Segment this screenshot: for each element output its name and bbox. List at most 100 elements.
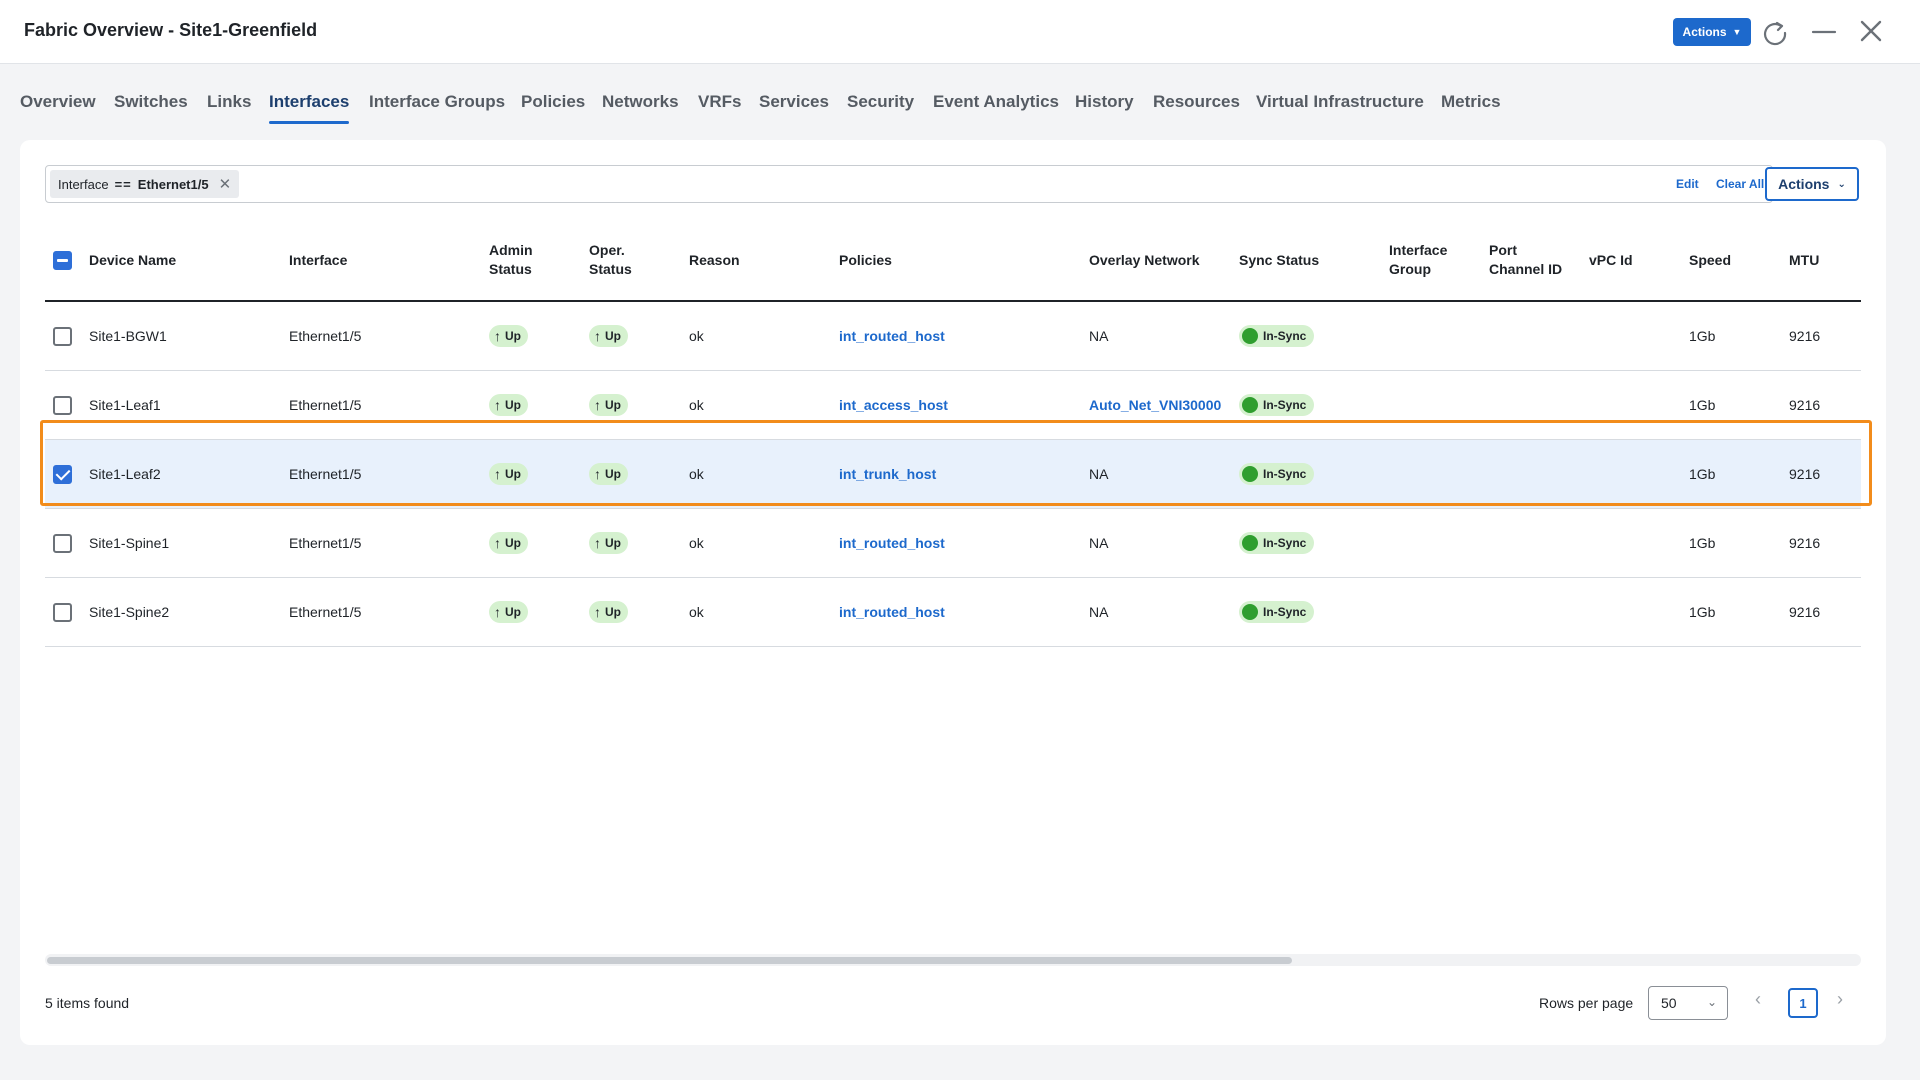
scrollbar-thumb[interactable] (47, 957, 1292, 964)
col-interface[interactable]: Interface (289, 220, 347, 300)
close-icon[interactable]: ✕ (219, 175, 232, 193)
tab-switches[interactable]: Switches (114, 92, 188, 112)
sync-status-label: In-Sync (1263, 398, 1306, 412)
speed-cell: 1Gb (1689, 440, 1715, 508)
table-row[interactable]: Site1-Leaf2 Ethernet1/5 ↑ Up ↑ Up ok int_trunk_… (45, 440, 1861, 509)
tab-overview[interactable]: Overview (20, 92, 96, 112)
row-select-cell (53, 509, 72, 577)
row-select-cell (53, 371, 72, 439)
horizontal-scrollbar[interactable] (45, 954, 1861, 966)
table-row[interactable]: Site1-Spine1 Ethernet1/5 ↑ Up ↑ Up ok int_route… (45, 509, 1861, 578)
table-actions-button[interactable]: Actions ⌄ (1765, 167, 1859, 201)
tab-policies[interactable]: Policies (521, 92, 585, 112)
tab-metrics[interactable]: Metrics (1441, 92, 1501, 112)
oper-status-cell: ↑ Up (589, 578, 628, 646)
sync-status-badge: In-Sync (1239, 532, 1314, 554)
col-policies[interactable]: Policies (839, 220, 892, 300)
device-name-cell: Site1-Spine1 (89, 509, 169, 577)
oper-status-label: Up (605, 398, 621, 412)
filter-operator: == (115, 177, 132, 192)
col-overlay-network[interactable]: Overlay Network (1089, 220, 1200, 300)
col-admin-status-line1: Admin (489, 241, 533, 260)
select-all-checkbox[interactable] (53, 251, 72, 270)
reason-cell: ok (689, 509, 704, 577)
tab-resources[interactable]: Resources (1153, 92, 1240, 112)
admin-status-label: Up (505, 605, 521, 619)
sync-status-cell: In-Sync (1239, 440, 1314, 508)
col-speed[interactable]: Speed (1689, 220, 1731, 300)
tab-interface-groups[interactable]: Interface Groups (369, 92, 505, 112)
oper-status-badge: ↑ Up (589, 532, 628, 554)
col-mtu[interactable]: MTU (1789, 220, 1819, 300)
tab-virtual-infrastructure[interactable]: Virtual Infrastructure (1256, 92, 1424, 112)
top-actions-button[interactable]: Actions ▼ (1673, 18, 1751, 46)
device-name-cell: Site1-Spine2 (89, 578, 169, 646)
tab-services[interactable]: Services (759, 92, 829, 112)
chevron-down-icon: ⌄ (1837, 179, 1845, 190)
tab-vrfs[interactable]: VRFs (698, 92, 741, 112)
tab-interfaces[interactable]: Interfaces (269, 92, 349, 112)
oper-status-label: Up (605, 605, 621, 619)
col-admin-status[interactable]: Admin Status (489, 220, 533, 300)
row-checkbox[interactable] (53, 603, 72, 622)
col-port-channel-id[interactable]: Port Channel ID (1489, 220, 1562, 300)
table-row[interactable]: Site1-Leaf1 Ethernet1/5 ↑ Up ↑ Up ok int_access… (45, 371, 1861, 440)
overlay-network-link[interactable]: Auto_Net_VNI30000 (1089, 371, 1221, 439)
col-vpc-id[interactable]: vPC Id (1589, 220, 1633, 300)
edit-filter-link[interactable]: Edit (1676, 177, 1699, 191)
oper-status-cell: ↑ Up (589, 509, 628, 577)
policy-link[interactable]: int_routed_host (839, 578, 945, 646)
arrow-up-icon: ↑ (594, 328, 601, 344)
col-reason[interactable]: Reason (689, 220, 740, 300)
col-oper-status[interactable]: Oper. Status (589, 220, 632, 300)
tab-history[interactable]: History (1075, 92, 1134, 112)
policy-link[interactable]: int_access_host (839, 371, 948, 439)
speed-cell: 1Gb (1689, 371, 1715, 439)
sync-status-label: In-Sync (1263, 536, 1306, 550)
col-sync-status[interactable]: Sync Status (1239, 220, 1319, 300)
filter-chip: Interface == Ethernet1/5 ✕ (50, 170, 239, 198)
interface-cell: Ethernet1/5 (289, 509, 361, 577)
tab-links[interactable]: Links (207, 92, 251, 112)
tab-bar: Overview Switches Links Interfaces Inter… (0, 64, 1920, 140)
minimize-icon[interactable] (1809, 16, 1839, 46)
overlay-network-cell: NA (1089, 509, 1108, 577)
row-checkbox[interactable] (53, 534, 72, 553)
table-row[interactable]: Site1-Spine2 Ethernet1/5 ↑ Up ↑ Up ok int_route… (45, 578, 1861, 647)
tab-networks[interactable]: Networks (602, 92, 679, 112)
col-interface-group-line2: Group (1389, 260, 1447, 279)
rows-per-page-value: 50 (1661, 995, 1677, 1011)
chevron-right-icon[interactable]: › (1837, 989, 1843, 1010)
device-name-cell: Site1-BGW1 (89, 302, 167, 370)
row-checkbox[interactable] (53, 396, 72, 415)
policy-link[interactable]: int_trunk_host (839, 440, 936, 508)
rows-per-page-select[interactable]: 50 ⌄ (1648, 986, 1728, 1020)
admin-status-badge: ↑ Up (489, 394, 528, 416)
status-dot-icon (1242, 397, 1258, 413)
policy-link[interactable]: int_routed_host (839, 302, 945, 370)
tab-security[interactable]: Security (847, 92, 914, 112)
col-device-name[interactable]: Device Name (89, 220, 176, 300)
clear-all-link[interactable]: Clear All (1716, 177, 1764, 191)
row-checkbox[interactable] (53, 465, 72, 484)
close-icon[interactable] (1856, 16, 1886, 46)
tab-event-analytics[interactable]: Event Analytics (933, 92, 1059, 112)
page-button-current[interactable]: 1 (1788, 988, 1818, 1018)
reason-cell: ok (689, 302, 704, 370)
row-checkbox[interactable] (53, 327, 72, 346)
select-all-cell (53, 220, 72, 300)
chevron-left-icon[interactable]: ‹ (1755, 989, 1761, 1010)
admin-status-label: Up (505, 329, 521, 343)
col-admin-status-line2: Status (489, 260, 533, 279)
col-oper-status-line2: Status (589, 260, 632, 279)
oper-status-cell: ↑ Up (589, 302, 628, 370)
refresh-icon[interactable] (1760, 18, 1790, 48)
filter-bar[interactable]: Interface == Ethernet1/5 ✕ Edit Clear Al… (45, 165, 1773, 203)
policy-link[interactable]: int_routed_host (839, 509, 945, 577)
oper-status-label: Up (605, 329, 621, 343)
mtu-cell: 9216 (1789, 371, 1820, 439)
table-row[interactable]: Site1-BGW1 Ethernet1/5 ↑ Up ↑ Up ok int_routed_… (45, 302, 1861, 371)
col-interface-group[interactable]: Interface Group (1389, 220, 1447, 300)
arrow-up-icon: ↑ (494, 328, 501, 344)
status-dot-icon (1242, 535, 1258, 551)
